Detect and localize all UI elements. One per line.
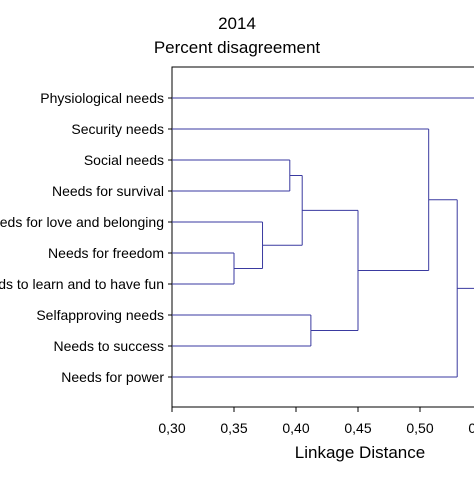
leaf-ticks	[168, 97, 172, 378]
leaf-label: Security needs	[71, 121, 164, 137]
leaf-label: Needs for power	[61, 369, 164, 385]
leaf-label: Needs to success	[54, 338, 165, 354]
leaf-label: Social needs	[84, 152, 164, 168]
leaf-label: Needs to learn and to have fun	[0, 276, 164, 292]
leaf-label: Needs for survival	[52, 183, 164, 199]
x-axis-label: Linkage Distance	[295, 443, 425, 462]
x-tick-label: 0,35	[220, 420, 247, 436]
x-tick-label: 0,40	[282, 420, 309, 436]
dendrogram-links	[172, 97, 474, 378]
plot-frame	[171, 66, 474, 408]
chart-title: 2014	[218, 14, 256, 33]
x-tick-label: 0,50	[406, 420, 433, 436]
leaf-label: Selfapproving needs	[36, 307, 164, 323]
leaf-label: Physiological needs	[40, 90, 164, 106]
leaf-label: Needs for freedom	[48, 245, 164, 261]
x-tick-label: 0,45	[344, 420, 371, 436]
leaf-label: Needs for love and belonging	[0, 214, 164, 230]
x-tick-label: 0,30	[158, 420, 185, 436]
leaf-labels: Physiological needs Security needs Social …	[0, 90, 164, 385]
chart-subtitle: Percent disagreement	[154, 38, 321, 57]
x-axis: 0,30 0,35 0,40 0,45 0,50 0,55	[158, 407, 474, 436]
x-tick-label: 0,55	[468, 420, 474, 436]
